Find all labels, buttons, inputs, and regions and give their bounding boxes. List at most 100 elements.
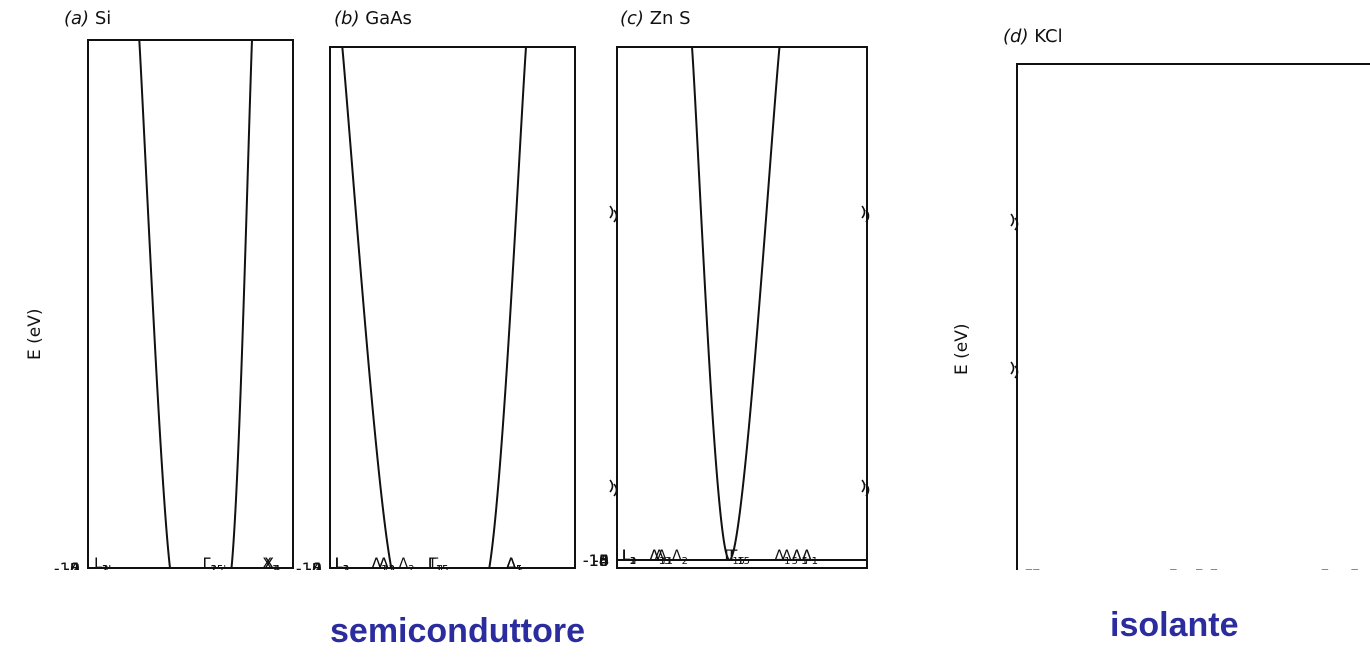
band-label-1: Δ5: [782, 548, 798, 567]
y-tick-label-0: 8: [599, 551, 609, 570]
y-tick-label-6: -13: [583, 551, 609, 570]
band-label-0: Σ1: [1209, 568, 1224, 570]
panel-d-axis-breaks: [1010, 213, 1019, 379]
y-tick-label-5: -8: [593, 551, 609, 570]
band-label-2: L3: [622, 548, 636, 567]
band-label-19: L1: [622, 548, 636, 567]
band-label-11: L3: [335, 556, 349, 570]
band-label-13: Δ5: [506, 556, 522, 570]
y-tick-label-2: 4: [599, 551, 609, 570]
panel-a-title: (a) Si: [64, 8, 111, 29]
band-label-1: Γ2': [203, 556, 220, 570]
band-label-14: Δ1: [802, 548, 818, 567]
band-label-15: L2: [622, 548, 636, 567]
band-label-17: Λ1: [372, 556, 388, 570]
panel-d-ylabel: E (eV): [952, 324, 972, 376]
band-label-7: Λ1: [379, 556, 395, 570]
panel-a-y-ticks: 40-4-8-12: [54, 559, 96, 570]
panel-b-frame: [329, 46, 576, 569]
band-label-17: Γ1: [730, 548, 744, 567]
band-label-3: Σ4: [1350, 568, 1365, 570]
caption-semiconductor: semiconduttore: [330, 612, 586, 650]
panel-b-y-ticks: 40-4-8-12: [296, 559, 338, 570]
band-curve-6: [138, 40, 253, 568]
band-label-20: Δ1: [506, 556, 522, 570]
panel-c-break-right-bottom: [861, 479, 870, 497]
panel-b-bands: [330, 47, 575, 568]
band-label-15: Δ1: [506, 556, 522, 570]
panel-d-break-top: [1010, 213, 1019, 231]
band-label-5: Δ1: [802, 548, 818, 567]
panel-a-frame: [87, 39, 294, 569]
band-label-6: L1: [335, 556, 349, 570]
band-label-4: Γ25': [203, 556, 226, 570]
band-label-8: Γ1: [428, 556, 442, 570]
band-curve-6: [341, 47, 527, 568]
band-label-11: L3: [622, 548, 636, 567]
caption-insulator: isolante: [1110, 606, 1239, 644]
panel-gaas: (b) GaAs 40-4-8-12 LΓX Λ2Δ5L3Λ3Γ15Δ1L1Λ1…: [296, 8, 576, 570]
panel-c-axis-breaks: [609, 205, 870, 497]
band-label-4: Γ15: [428, 556, 449, 570]
panel-a-bands: [88, 40, 293, 568]
band-label-4: Δ1: [792, 548, 808, 567]
panel-a-ylabel: E (eV): [25, 309, 45, 361]
band-label-3: Γ15: [730, 548, 751, 567]
y-tick-label-4: -4: [593, 551, 609, 570]
band-label-12: Λ3: [379, 556, 395, 570]
band-label-6: L1: [622, 548, 636, 567]
y-tick-label-3: -8: [64, 559, 80, 570]
band-label-11: Γ1: [203, 556, 217, 570]
band-label-8: Γ1: [730, 548, 744, 567]
panel-c-break-left-top: [609, 205, 618, 223]
panel-d-break-bottom: [1010, 361, 1019, 379]
panel-c-break-right-top: [861, 205, 870, 223]
band-label-18: L1: [335, 556, 349, 570]
panel-si: (a) Si 40-4-8-12 LΓX L3Γ2'Γ15L1Γ25'X1L3'…: [25, 8, 294, 570]
band-label-10: Γ15: [428, 556, 449, 570]
band-label-9: Δ1: [506, 556, 522, 570]
y-tick-label-4: -12: [54, 559, 80, 570]
band-label-0: Λ2: [399, 556, 415, 570]
band-curve-6: [691, 47, 781, 562]
band-label-6: L3': [94, 556, 111, 570]
band-label-10: Λ3: [650, 548, 666, 567]
band-label-1: Γ15: [1032, 568, 1053, 570]
band-label-4: Σ3: [1320, 568, 1335, 570]
y-tick-label-3: 0: [599, 551, 609, 570]
panel-b-title: (b) GaAs: [334, 8, 412, 29]
band-label-9: Γ15: [725, 548, 746, 567]
band-label-19: Γ1: [430, 556, 444, 570]
band-label-14: Λ2: [379, 556, 395, 570]
band-label-0: Λ3: [655, 548, 671, 567]
panel-c-break-left-bottom: [609, 479, 618, 497]
y-tick-label-4: -12: [296, 559, 322, 570]
y-tick-label-0: 4: [70, 559, 80, 570]
band-label-12: Δ5: [792, 548, 808, 567]
y-tick-label-1: 6: [599, 551, 609, 570]
y-tick-label-3: -8: [306, 559, 322, 570]
band-label-9: X1: [262, 556, 278, 570]
band-label-0: L3: [94, 556, 108, 570]
panel-d-title: (d) KCl: [1003, 26, 1063, 47]
band-structure-figure: (a) Si 40-4-8-12 LΓX L3Γ2'Γ15L1Γ25'X1L3'…: [25, 8, 1370, 570]
band-label-5: Δ1: [506, 556, 522, 570]
panel-c-bands: [617, 47, 867, 562]
band-label-2: L3: [335, 556, 349, 570]
band-label-5: Γ1: [1024, 568, 1038, 570]
band-label-2: Σ1: [1169, 568, 1184, 570]
panel-c-title: (c) Zn S: [620, 8, 691, 29]
y-tick-label-0: 4: [312, 559, 322, 570]
panel-d-band-labels: Σ1 Γ15 Σ1 Σ4 Σ3 Γ1 Σ1: [1024, 568, 1365, 570]
band-label-7: Λ1: [650, 548, 666, 567]
band-label-3: Λ3: [372, 556, 388, 570]
band-label-18: Δ1: [775, 548, 791, 567]
band-label-7: X4: [264, 556, 280, 570]
panel-kcl: (d) KCl 1060-4-8-12 Σ1Γ15Σ1Σ4Σ3Γ1Σ1 E (e…: [952, 26, 1370, 570]
band-label-10: L2': [94, 556, 111, 570]
band-label-16: Λ1: [657, 548, 673, 567]
band-label-5: X1: [264, 556, 280, 570]
